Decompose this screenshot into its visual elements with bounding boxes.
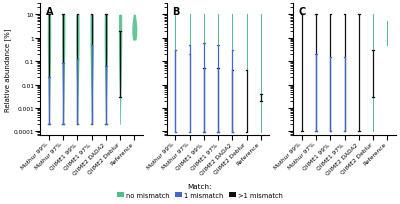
- Legend: no mismatch, 1 mismatch, >1 mismatch: no mismatch, 1 mismatch, >1 mismatch: [114, 180, 286, 201]
- Text: B: B: [172, 7, 180, 17]
- Text: C: C: [298, 7, 306, 17]
- Text: A: A: [46, 7, 53, 17]
- Y-axis label: Relative abundance [%]: Relative abundance [%]: [4, 28, 11, 111]
